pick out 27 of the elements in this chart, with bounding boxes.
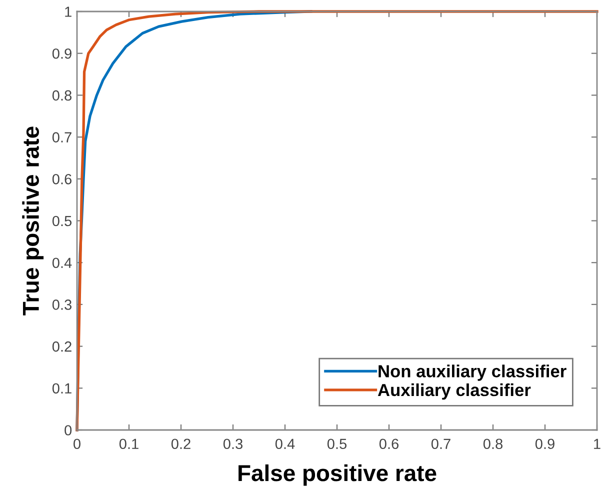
legend-label: Non auxiliary classifier	[378, 364, 566, 381]
legend-label: Auxiliary classifier	[378, 383, 531, 400]
y-tick-label: 0.4	[52, 258, 72, 268]
x-tick-label: 0.3	[223, 438, 242, 450]
y-tick-label: 0.2	[52, 341, 72, 352]
x-tick-label: 1	[594, 438, 600, 449]
x-tick-label: 0.4	[275, 438, 295, 450]
x-tick-label: 0.7	[431, 438, 450, 450]
y-tick-label: 0.3	[52, 300, 72, 310]
x-tick-label: 0.6	[379, 438, 398, 450]
x-tick-label: 0.9	[535, 438, 554, 450]
y-tick-label: 0.6	[52, 174, 72, 184]
y-tick-label: 1	[65, 6, 72, 17]
y-tick-label: 0.8	[52, 90, 72, 101]
line-series	[76, 10, 598, 432]
y-tick-label: 0	[64, 425, 72, 436]
x-tick-label: 0.8	[483, 438, 503, 450]
x-axis-title: False positive rate	[238, 464, 436, 486]
y-tick-label: 0.1	[52, 383, 72, 394]
x-tick-label: 0	[74, 438, 80, 450]
y-tick-label: 0.5	[52, 216, 72, 226]
x-tick-label: 0.2	[171, 438, 190, 450]
x-tick-label: 0.5	[327, 438, 347, 450]
y-axis-title: True positive rate	[22, 126, 44, 316]
x-tick-label: 0.1	[119, 438, 138, 450]
y-tick-label: 0.9	[52, 48, 72, 59]
y-tick-label: 0.7	[52, 132, 72, 142]
